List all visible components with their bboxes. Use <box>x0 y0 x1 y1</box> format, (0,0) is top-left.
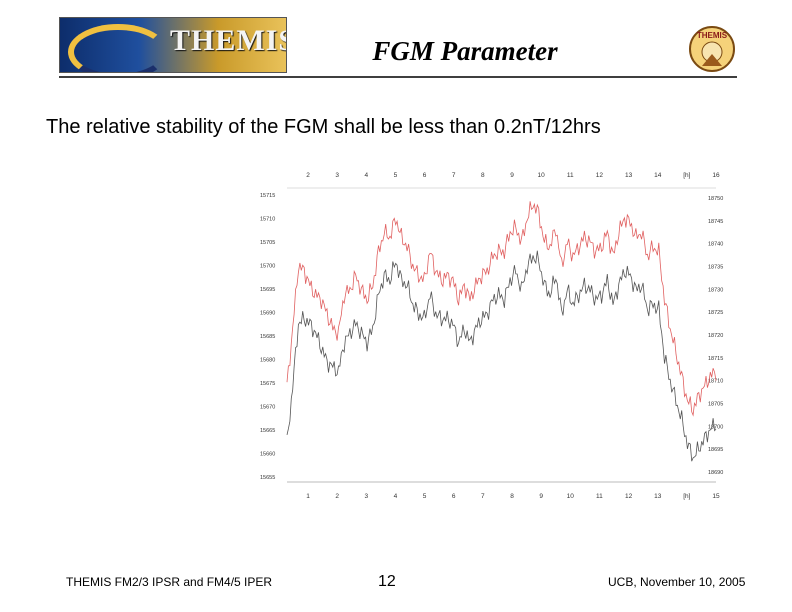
x-tick-label-bottom: 5 <box>423 493 427 500</box>
banner-logo-text: THEMIS <box>170 24 287 57</box>
y-right-tick-label: 18745 <box>708 219 723 225</box>
y-left-tick-label: 15665 <box>260 428 275 434</box>
x-tick-label-top: 10 <box>538 172 546 179</box>
y-right-tick-label: 18700 <box>708 424 723 430</box>
y-left-tick-label: 15710 <box>260 217 275 223</box>
x-tick-label-top: [h] <box>683 172 690 179</box>
x-tick-label-top: 2 <box>306 172 310 179</box>
y-left-tick-label: 15655 <box>260 475 275 481</box>
badge-text: THEMIS <box>697 31 728 40</box>
x-tick-label-bottom: 13 <box>654 493 662 500</box>
y-left-tick-label: 15660 <box>260 452 275 458</box>
y-right-tick-label: 18705 <box>708 402 723 408</box>
x-tick-label-bottom: 6 <box>452 493 456 500</box>
fgm-stability-chart: 2 3 4 5 6 7 8 9 10 11 12 13 14 [h] 161 2 3 4 5 6 7 8 9 10 11 12 13… <box>260 172 723 500</box>
x-tick-label-top: 12 <box>596 172 604 179</box>
x-tick-label-bottom: 2 <box>335 493 339 500</box>
x-tick-label-bottom: 7 <box>481 493 485 500</box>
y-right-tick-label: 18695 <box>708 447 723 453</box>
x-tick-label-top: 14 <box>654 172 662 179</box>
y-left-tick-label: 15705 <box>260 240 275 246</box>
y-right-tick-label: 18740 <box>708 242 723 248</box>
y-left-tick-label: 15695 <box>260 287 275 293</box>
y-left-tick-label: 15675 <box>260 381 275 387</box>
x-tick-label-bottom: 11 <box>596 493 603 500</box>
y-left-tick-label: 15685 <box>260 334 275 340</box>
y-left-tick-label: 15700 <box>260 264 275 270</box>
themis-mission-badge: THEMIS <box>689 26 735 72</box>
footer-date: UCB, November 10, 2005 <box>608 575 746 589</box>
x-tick-label-top: 8 <box>481 172 485 179</box>
x-tick-label-bottom: 4 <box>394 493 398 500</box>
y-left-tick-label: 15670 <box>260 405 275 411</box>
x-tick-label-bottom: 15 <box>712 493 720 500</box>
x-tick-label-top: 6 <box>423 172 427 179</box>
y-right-tick-label: 18735 <box>708 265 723 271</box>
y-right-tick-label: 18750 <box>708 196 723 202</box>
y-right-tick-label: 18725 <box>708 310 723 316</box>
x-tick-label-bottom: 9 <box>539 493 543 500</box>
x-tick-label-top: 9 <box>510 172 514 179</box>
x-tick-label-top: 7 <box>452 172 456 179</box>
series-line-1 <box>286 201 717 417</box>
footer-left-text: THEMIS FM2/3 IPSR and FM4/5 IPER <box>66 575 273 589</box>
x-tick-label-bottom: [h] <box>683 493 690 500</box>
x-tick-label-bottom: 8 <box>510 493 514 500</box>
x-tick-label-bottom: 3 <box>364 493 368 500</box>
x-tick-label-top: 4 <box>364 172 368 179</box>
themis-banner-logo: THEMIS <box>59 17 287 73</box>
x-tick-label-bottom: 1 <box>306 493 310 500</box>
x-tick-label-bottom: 10 <box>567 493 575 500</box>
magnetosphere-graphic <box>68 24 168 72</box>
y-right-tick-label: 18715 <box>708 356 723 362</box>
series-line-2 <box>286 250 717 462</box>
y-left-tick-label: 15690 <box>260 311 275 317</box>
x-tick-label-top: 3 <box>335 172 339 179</box>
x-tick-label-top: 13 <box>625 172 633 179</box>
intro-text: The relative stability of the FGM shall … <box>46 116 601 138</box>
y-left-tick-label: 15680 <box>260 358 275 364</box>
y-right-tick-label: 18690 <box>708 470 723 476</box>
header-divider <box>59 76 737 78</box>
y-right-tick-label: 18710 <box>708 379 723 385</box>
y-left-tick-label: 15715 <box>260 193 275 199</box>
x-tick-label-top: 16 <box>712 172 720 179</box>
slide-title: FGM Parameter <box>372 36 558 66</box>
x-tick-label-top: 11 <box>567 172 574 179</box>
x-tick-label-top: 5 <box>394 172 398 179</box>
y-right-tick-label: 18720 <box>708 333 723 339</box>
y-right-tick-label: 18730 <box>708 287 723 293</box>
page-number: 12 <box>378 573 396 590</box>
x-tick-label-bottom: 12 <box>625 493 633 500</box>
